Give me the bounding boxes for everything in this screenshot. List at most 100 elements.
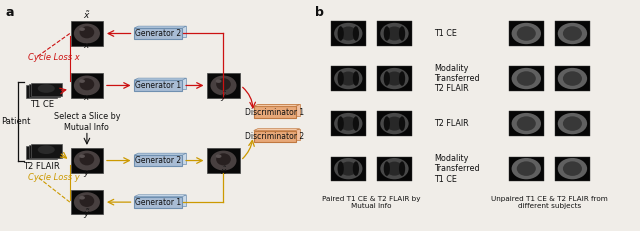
FancyBboxPatch shape [253,106,296,118]
FancyBboxPatch shape [555,157,589,181]
Ellipse shape [557,158,587,179]
FancyBboxPatch shape [26,85,58,98]
Ellipse shape [386,27,403,40]
Ellipse shape [557,113,587,134]
Ellipse shape [557,23,587,44]
FancyBboxPatch shape [70,21,103,46]
FancyBboxPatch shape [26,146,58,159]
FancyBboxPatch shape [134,197,182,208]
Ellipse shape [386,162,403,176]
Ellipse shape [216,78,231,90]
Ellipse shape [340,117,357,131]
FancyBboxPatch shape [509,21,543,46]
Ellipse shape [353,71,359,86]
FancyBboxPatch shape [377,111,412,136]
Ellipse shape [353,161,359,176]
Text: Generator 1: Generator 1 [135,81,181,90]
Ellipse shape [337,26,344,41]
Ellipse shape [337,161,344,176]
FancyBboxPatch shape [29,145,60,158]
Ellipse shape [337,116,344,131]
FancyBboxPatch shape [555,21,589,46]
Ellipse shape [79,79,85,83]
Ellipse shape [399,116,405,131]
Ellipse shape [384,161,390,176]
Ellipse shape [334,158,362,179]
Ellipse shape [563,116,582,131]
Text: T2 FLAIR: T2 FLAIR [24,162,60,171]
Text: T1 CE: T1 CE [434,29,457,38]
Ellipse shape [79,78,94,90]
Ellipse shape [516,116,536,131]
Polygon shape [134,195,186,197]
Polygon shape [253,129,300,131]
Ellipse shape [79,196,85,200]
Ellipse shape [79,26,94,38]
Text: a: a [6,6,14,19]
FancyBboxPatch shape [70,73,103,97]
Text: $y$: $y$ [83,168,91,179]
Ellipse shape [38,145,55,154]
Ellipse shape [399,26,405,41]
Text: Select a Slice by
Mutual Info: Select a Slice by Mutual Info [54,112,120,132]
Text: Cycle Loss y: Cycle Loss y [28,173,80,182]
Text: Modality
Transferred
T1 CE: Modality Transferred T1 CE [434,154,479,184]
Text: Discriminator 1: Discriminator 1 [245,108,304,116]
Ellipse shape [216,79,221,83]
Ellipse shape [511,113,541,134]
FancyBboxPatch shape [207,73,240,97]
Ellipse shape [563,71,582,86]
Text: Paired T1 CE & T2 FLAIR by
Mutual Info: Paired T1 CE & T2 FLAIR by Mutual Info [322,196,420,209]
FancyBboxPatch shape [138,195,186,206]
Ellipse shape [79,27,85,31]
Ellipse shape [74,76,100,95]
Ellipse shape [74,192,100,212]
FancyBboxPatch shape [377,21,412,46]
Ellipse shape [340,162,357,176]
Ellipse shape [399,71,405,86]
FancyBboxPatch shape [509,67,543,91]
Ellipse shape [384,26,390,41]
Ellipse shape [516,161,536,176]
FancyBboxPatch shape [509,157,543,181]
Ellipse shape [386,117,403,131]
Ellipse shape [340,72,357,85]
FancyBboxPatch shape [31,144,62,158]
Text: Generator 1: Generator 1 [135,198,181,207]
Text: Modality
Transferred
T2 FLAIR: Modality Transferred T2 FLAIR [434,64,479,94]
Ellipse shape [353,26,359,41]
Text: T2 FLAIR: T2 FLAIR [434,119,468,128]
Polygon shape [134,26,186,28]
Ellipse shape [557,68,587,89]
Ellipse shape [563,26,582,41]
Text: $x$: $x$ [83,41,91,50]
FancyBboxPatch shape [134,155,182,166]
Polygon shape [253,104,300,106]
FancyBboxPatch shape [207,148,240,173]
Text: $\tilde{x}$: $\tilde{x}$ [83,9,91,21]
Text: $x$: $x$ [83,93,91,102]
FancyBboxPatch shape [331,67,365,91]
FancyBboxPatch shape [258,129,300,140]
Ellipse shape [337,71,344,86]
Ellipse shape [334,68,362,89]
FancyBboxPatch shape [258,104,300,116]
Text: Patient: Patient [1,117,31,126]
Ellipse shape [386,72,403,85]
FancyBboxPatch shape [138,26,186,37]
Text: Cycle Loss x: Cycle Loss x [28,53,80,62]
FancyBboxPatch shape [555,111,589,136]
Ellipse shape [380,68,408,89]
Ellipse shape [334,113,362,134]
Ellipse shape [516,71,536,86]
Ellipse shape [38,84,55,93]
Text: b: b [316,6,324,19]
FancyBboxPatch shape [29,84,60,97]
Ellipse shape [511,158,541,179]
FancyBboxPatch shape [377,157,412,181]
FancyBboxPatch shape [509,111,543,136]
Text: T1 CE: T1 CE [30,100,54,109]
FancyBboxPatch shape [331,157,365,181]
FancyBboxPatch shape [70,148,103,173]
FancyBboxPatch shape [331,111,365,136]
